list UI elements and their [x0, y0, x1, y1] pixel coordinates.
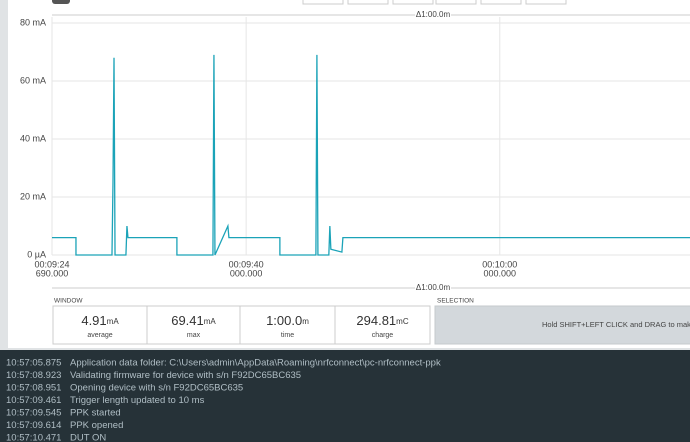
log-time: 10:57:08.951	[6, 383, 61, 394]
toggle[interactable]	[52, 0, 70, 4]
log-panel	[0, 350, 690, 442]
stat-unit: mA	[204, 317, 217, 326]
log-message: Application data folder: C:\Users\admin\…	[70, 358, 441, 369]
log-message: Opening device with s/n F92DC65BC635	[70, 383, 243, 394]
button[interactable]	[392, 0, 434, 5]
stat-unit: mA	[107, 317, 120, 326]
window-panel	[52, 305, 431, 345]
panel-title: SELECTION	[437, 298, 474, 305]
x-tick-label: 00:09:40	[229, 259, 264, 269]
log-time: 10:57:08.923	[6, 370, 61, 381]
stat-label: time	[281, 332, 294, 339]
stat-number: 69.41	[171, 313, 204, 328]
log-time: 10:57:09.461	[6, 395, 61, 406]
selection-hint: Hold SHIFT+LEFT CLICK and DRAG to make a…	[542, 320, 690, 329]
span-bg	[415, 10, 451, 20]
y-tick-label: 80 mA	[20, 17, 46, 27]
log-time: 10:57:10.471	[6, 433, 61, 442]
x-tick-sublabel: 000.000	[484, 268, 517, 278]
stat-unit: mC	[396, 317, 409, 326]
button[interactable]	[347, 0, 389, 5]
log-message: PPK started	[70, 408, 121, 419]
stat-label: charge	[372, 332, 394, 339]
stat-value: 294.81mC	[356, 313, 408, 328]
toolbar	[52, 0, 567, 5]
current-trace	[52, 54, 690, 256]
span-bg	[415, 283, 451, 293]
stat-number: 4.91	[81, 313, 106, 328]
stat-value: 1:00.0m	[266, 313, 309, 328]
span-label: Δ1:00.0m	[416, 283, 451, 292]
log-message: Validating firmware for device with s/n …	[70, 370, 301, 381]
stat-value: 69.41mA	[171, 313, 216, 328]
log-message: PPK opened	[70, 420, 123, 431]
log-time: 10:57:09.614	[6, 420, 61, 431]
button[interactable]	[435, 0, 477, 5]
stat-number: 294.81	[356, 313, 396, 328]
y-tick-label: 40 mA	[20, 133, 46, 143]
panel-title: WINDOW	[54, 298, 83, 305]
stat-unit: m	[302, 317, 309, 326]
log: 10:57:05.875 Application data folder: C:\…	[6, 358, 441, 442]
log-message: Trigger length updated to 10 ms	[70, 395, 205, 406]
button[interactable]	[480, 0, 522, 5]
stats: 4.91mAaverage69.41mAmax1:00.0mtime294.81…	[81, 313, 408, 338]
span-label: Δ1:00.0m	[416, 10, 451, 19]
y-tick-label: 20 mA	[20, 191, 46, 201]
log-time: 10:57:05.875	[6, 358, 61, 369]
stat-label: max	[187, 332, 201, 339]
button[interactable]	[525, 0, 567, 5]
x-tick-label: 00:10:00	[482, 259, 517, 269]
x-tick-label: 00:09:24	[34, 259, 69, 269]
stat-value: 4.91mA	[81, 313, 119, 328]
log-message: DUT ON	[70, 433, 106, 442]
log-time: 10:57:09.545	[6, 408, 61, 419]
y-tick-label: 0 µA	[27, 249, 46, 259]
x-tick-sublabel: 000.000	[230, 268, 263, 278]
button[interactable]	[302, 0, 344, 5]
stat-label: average	[87, 332, 112, 339]
selection-panel	[434, 305, 690, 345]
chart-card	[8, 0, 690, 348]
y-tick-label: 60 mA	[20, 75, 46, 85]
stat-number: 1:00.0	[266, 313, 302, 328]
x-tick-sublabel: 690.000	[36, 268, 69, 278]
